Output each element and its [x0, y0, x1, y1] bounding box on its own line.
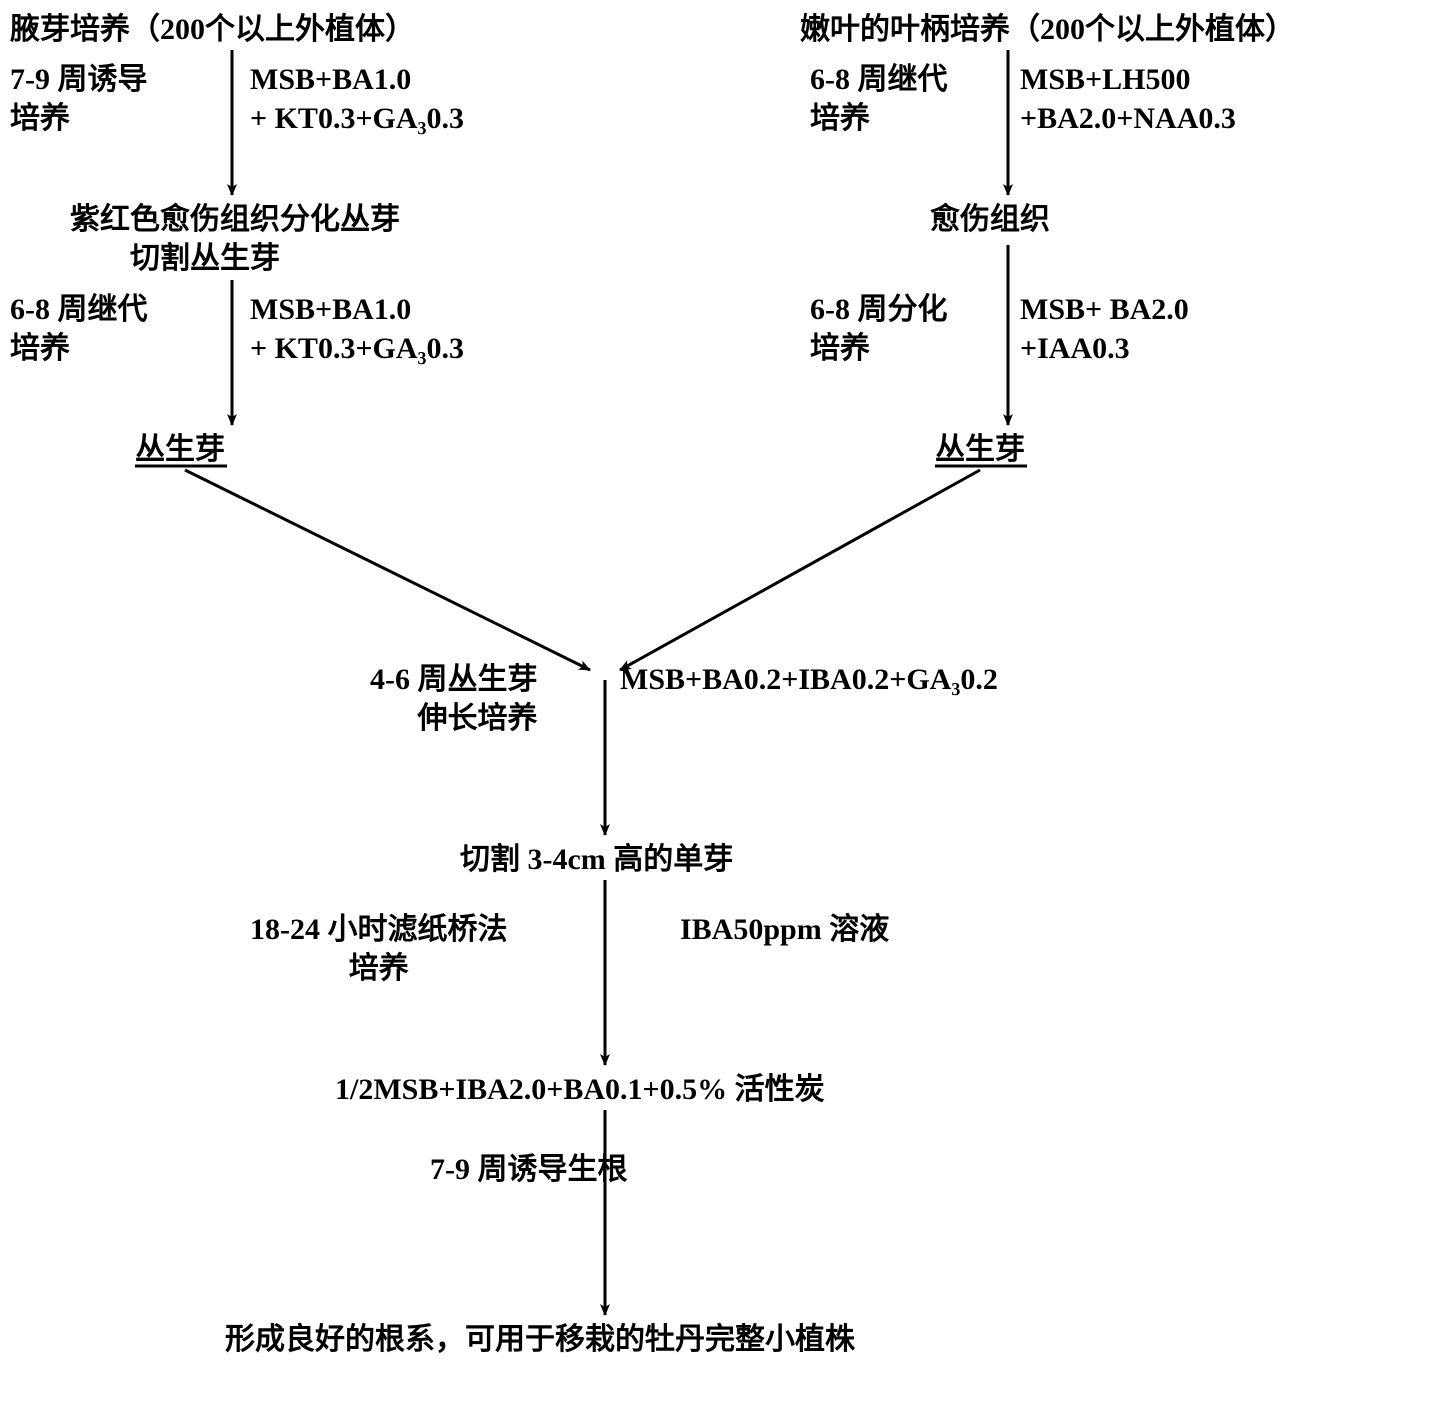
- right-step2-right: MSB+ BA2.0 +IAA0.3: [1020, 290, 1189, 368]
- cut-single: 切割 3-4cm 高的单芽: [460, 840, 733, 879]
- right-step1-left: 6-8 周继代 培养: [810, 60, 948, 138]
- final: 形成良好的根系，可用于移栽的牡丹完整小植株: [225, 1320, 855, 1359]
- text-line: 4-6 周丛生芽: [370, 660, 538, 699]
- right-mid1: 愈伤组织: [930, 200, 1050, 239]
- text-line: 6-8 周继代: [10, 290, 148, 329]
- text-line: + KT0.3+GA₃0.3: [250, 99, 464, 138]
- text-line: 培养: [250, 949, 508, 988]
- text-line: MSB+BA1.0: [250, 290, 464, 329]
- left-title: 腋芽培养（200个以上外植体）: [10, 10, 415, 49]
- half-msb: 1/2MSB+IBA2.0+BA0.1+0.5% 活性炭: [335, 1070, 825, 1109]
- left-mid1: 紫红色愈伤组织分化丛芽 切割丛生芽: [70, 200, 400, 278]
- text-line: 伸长培养: [370, 699, 538, 738]
- text-line: 培养: [810, 99, 948, 138]
- text-line: 6-8 周分化: [810, 290, 948, 329]
- text-line: + KT0.3+GA₃0.3: [250, 329, 464, 368]
- merge-right: MSB+BA0.2+IBA0.2+GA₃0.2: [620, 660, 998, 699]
- text-line: MSB+ BA2.0: [1020, 290, 1189, 329]
- right-bottom: 丛生芽: [935, 430, 1025, 469]
- text-line: 7-9 周诱导: [10, 60, 148, 99]
- text-line: 6-8 周继代: [810, 60, 948, 99]
- right-step2-left: 6-8 周分化 培养: [810, 290, 948, 368]
- text-line: 紫红色愈伤组织分化丛芽: [70, 200, 400, 239]
- text-line: +IAA0.3: [1020, 329, 1189, 368]
- left-bottom: 丛生芽: [135, 430, 225, 469]
- text-line: 培养: [10, 99, 148, 138]
- root-induce: 7-9 周诱导生根: [430, 1150, 628, 1189]
- left-step1-right: MSB+BA1.0 + KT0.3+GA₃0.3: [250, 60, 464, 138]
- text-line: 18-24 小时滤纸桥法: [250, 910, 508, 949]
- left-step2-left: 6-8 周继代 培养: [10, 290, 148, 368]
- text-line: 培养: [10, 329, 148, 368]
- right-title: 嫩叶的叶柄培养（200个以上外植体）: [800, 10, 1295, 49]
- merge-left: 4-6 周丛生芽 伸长培养: [370, 660, 538, 738]
- text-line: MSB+BA1.0: [250, 60, 464, 99]
- text-line: +BA2.0+NAA0.3: [1020, 99, 1236, 138]
- left-step1-left: 7-9 周诱导 培养: [10, 60, 148, 138]
- text-line: 培养: [810, 329, 948, 368]
- right-step1-right: MSB+LH500 +BA2.0+NAA0.3: [1020, 60, 1236, 138]
- left-step2-right: MSB+BA1.0 + KT0.3+GA₃0.3: [250, 290, 464, 368]
- text-line: 切割丛生芽: [70, 239, 400, 278]
- filter-left: 18-24 小时滤纸桥法 培养: [250, 910, 508, 988]
- text-line: MSB+LH500: [1020, 60, 1236, 99]
- filter-right: IBA50ppm 溶液: [680, 910, 889, 949]
